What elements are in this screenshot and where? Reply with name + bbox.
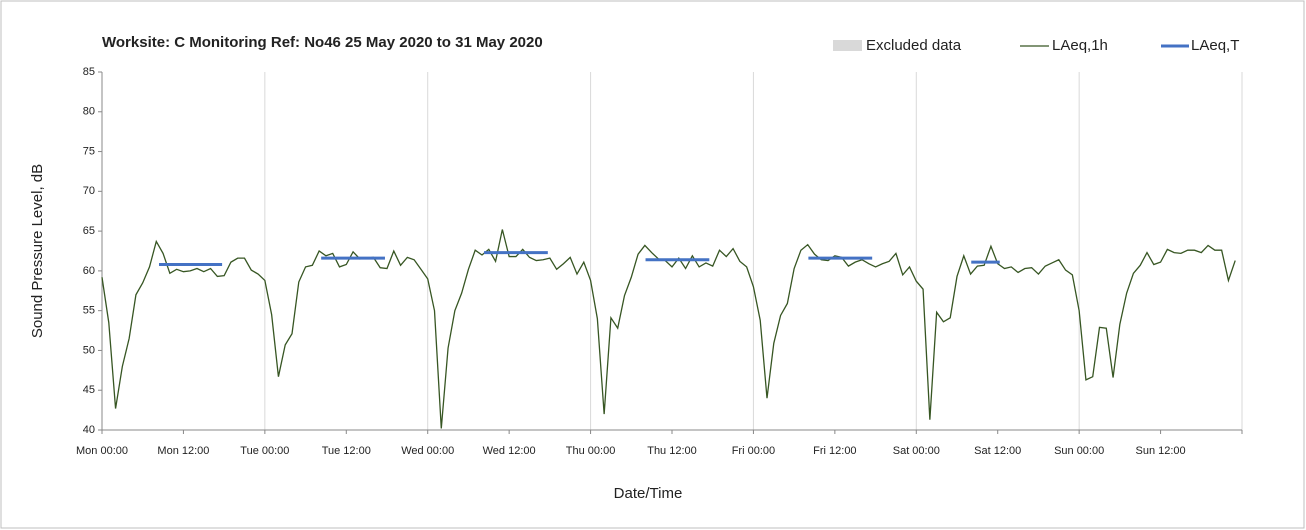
x-tick-label: Sat 00:00 xyxy=(893,445,940,457)
x-tick-label: Thu 12:00 xyxy=(647,445,697,457)
y-tick-label: 75 xyxy=(83,145,95,157)
legend-label: Excluded data xyxy=(866,37,962,54)
x-tick-label: Fri 12:00 xyxy=(813,445,856,457)
x-tick-label: Mon 12:00 xyxy=(157,445,209,457)
line-series xyxy=(101,229,1236,429)
legend-label: LAeq,1h xyxy=(1052,37,1108,54)
legend-swatch xyxy=(833,40,862,51)
x-tick-label: Tue 00:00 xyxy=(240,445,289,457)
x-tick-label: Wed 12:00 xyxy=(483,445,536,457)
chart-title: Worksite: C Monitoring Ref: No46 25 May … xyxy=(102,34,543,51)
y-tick-label: 80 xyxy=(83,106,95,118)
x-tick-label: Fri 00:00 xyxy=(732,445,775,457)
y-tick-label: 65 xyxy=(83,225,95,237)
x-axis-label: Date/Time xyxy=(614,485,683,502)
y-tick-label: 70 xyxy=(83,185,95,197)
y-tick-label: 40 xyxy=(83,424,95,436)
y-axis-label: Sound Pressure Level, dB xyxy=(29,164,46,338)
x-tick-label: Tue 12:00 xyxy=(322,445,371,457)
x-tick-label: Sun 12:00 xyxy=(1135,445,1185,457)
x-tick-label: Thu 00:00 xyxy=(566,445,616,457)
x-tick-label: Sat 12:00 xyxy=(974,445,1021,457)
x-tick-label: Sun 00:00 xyxy=(1054,445,1104,457)
y-tick-label: 85 xyxy=(83,66,95,78)
x-tick-label: Mon 00:00 xyxy=(76,445,128,457)
y-tick-label: 60 xyxy=(83,265,95,277)
y-tick-label: 55 xyxy=(83,305,95,317)
y-tick-label: 45 xyxy=(83,384,95,396)
y-tick-label: 50 xyxy=(83,344,95,356)
legend-label: LAeq,T xyxy=(1191,37,1239,54)
x-tick-label: Wed 00:00 xyxy=(401,445,454,457)
